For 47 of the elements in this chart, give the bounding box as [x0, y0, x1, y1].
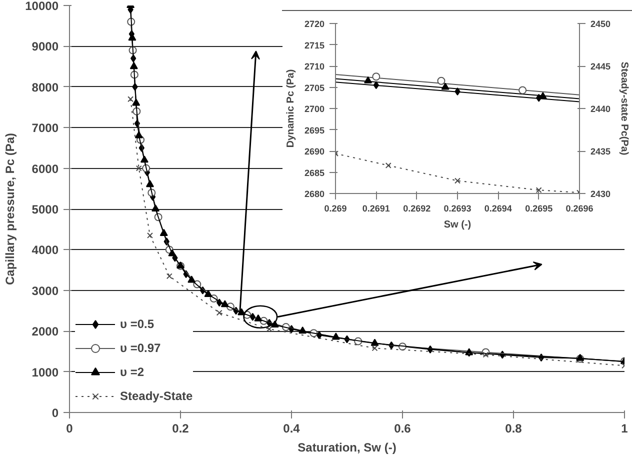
- x-tick-label: 1: [621, 422, 628, 436]
- x-tick-label: 0.2692: [403, 204, 431, 214]
- y-tick-label: 2705: [304, 82, 325, 93]
- y-tick-label: 2680: [304, 189, 325, 199]
- legend-label: υ =0.5: [120, 317, 154, 331]
- x-tick-label: 0.2693: [444, 204, 472, 214]
- x-tick-label: 0.6: [394, 422, 412, 436]
- y2-tick-label: 2450: [590, 19, 611, 29]
- x-tick-label: 0.2694: [484, 204, 512, 214]
- legend-label: υ =2: [120, 365, 144, 379]
- y-tick-label: 7000: [32, 121, 59, 136]
- y-tick-label: 2685: [304, 168, 325, 178]
- y-axis-title: Dynamic Pc (Pa): [285, 69, 296, 148]
- y-tick-label: 1000: [32, 365, 59, 380]
- y2-tick-label: 2445: [590, 62, 611, 72]
- x-axis-title: Saturation, Sw (-): [298, 440, 396, 454]
- x-tick-label: 0.2691: [362, 204, 390, 214]
- y-tick-label: 5000: [32, 202, 59, 216]
- y-tick-label: 2000: [32, 324, 59, 339]
- y2-tick-label: 2435: [590, 146, 611, 156]
- y-tick-label: 2690: [304, 146, 325, 156]
- x-tick-label: 0.4: [283, 422, 300, 436]
- y-tick-label: 2715: [304, 40, 325, 50]
- x-tick-label: 0.2695: [525, 204, 553, 214]
- x-tick-label: 0: [66, 422, 74, 436]
- y-tick-label: 9000: [32, 40, 59, 54]
- y-tick-label: 6000: [32, 162, 59, 176]
- legend-label: υ =0.97: [120, 341, 161, 355]
- x-tick-label: 0.2: [172, 422, 190, 436]
- x-tick-label: 0.269: [324, 204, 347, 214]
- y-tick-label: 2695: [304, 125, 325, 136]
- y-tick-label: 8000: [32, 80, 59, 94]
- y-tick-label: 2710: [304, 62, 325, 72]
- y-axis-title: Capillary pressure, Pc (Pa): [3, 132, 18, 286]
- y2-tick-label: 2440: [590, 104, 611, 114]
- legend-label: Steady-State: [120, 389, 193, 403]
- x-tick-label: 0.2696: [566, 204, 594, 214]
- x-tick-label: 0.8: [505, 422, 522, 436]
- y2-axis-title: Steady-state Pc(Pa): [618, 62, 630, 156]
- y-tick-label: 4000: [32, 243, 59, 258]
- x-axis-title: Sw (-): [444, 220, 472, 230]
- y-tick-label: 10000: [25, 0, 59, 13]
- y-tick-label: 2720: [304, 19, 325, 29]
- y-tick-label: 0: [52, 406, 59, 420]
- y-tick-label: 2700: [304, 104, 325, 114]
- y2-tick-label: 2430: [590, 189, 611, 199]
- y-tick-label: 3000: [32, 284, 59, 298]
